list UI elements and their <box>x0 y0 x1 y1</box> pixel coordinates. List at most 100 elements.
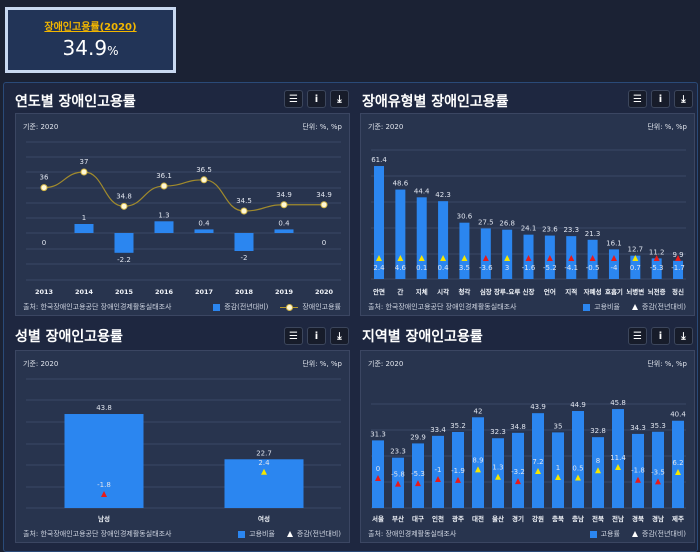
info-button[interactable]: i <box>307 90 326 108</box>
chart-svg: 43.8 남성 -1.8 22.7 여성 2.4 <box>26 378 341 523</box>
change-marker[interactable] <box>375 475 381 481</box>
bar[interactable] <box>502 229 513 279</box>
rate-point[interactable] <box>80 168 88 176</box>
bar[interactable] <box>372 440 384 508</box>
x-tick-label: 부산 <box>392 514 404 523</box>
panel-toolbar: ☰ i ⤓ <box>628 90 693 108</box>
bar[interactable] <box>412 443 424 508</box>
change-marker[interactable] <box>376 255 382 261</box>
info-button[interactable]: i <box>651 327 670 345</box>
list-view-button[interactable]: ☰ <box>628 327 647 345</box>
change-marker[interactable] <box>615 463 621 470</box>
rate-point[interactable] <box>120 202 128 210</box>
bar[interactable] <box>608 249 619 279</box>
download-button[interactable]: ⤓ <box>330 327 349 345</box>
change-value-label: 2.4 <box>258 459 270 467</box>
change-marker[interactable] <box>525 255 532 261</box>
bar-value-label: 61.4 <box>371 156 387 164</box>
change-marker[interactable] <box>395 480 401 487</box>
bar[interactable] <box>532 413 544 508</box>
change-marker[interactable] <box>610 255 617 261</box>
download-button[interactable]: ⤓ <box>674 327 693 345</box>
change-marker[interactable] <box>675 468 681 475</box>
bar-value-label: 33.4 <box>430 426 446 434</box>
bar[interactable] <box>395 189 406 279</box>
bar[interactable] <box>274 229 294 233</box>
list-view-button[interactable]: ☰ <box>628 90 647 108</box>
change-marker[interactable] <box>261 468 267 475</box>
bar[interactable] <box>114 233 134 253</box>
bar[interactable] <box>492 438 504 508</box>
bar[interactable] <box>74 224 94 233</box>
bar[interactable] <box>459 222 470 279</box>
change-marker[interactable] <box>397 255 404 261</box>
list-view-button[interactable]: ☰ <box>284 327 303 345</box>
bar[interactable] <box>452 431 464 508</box>
bar[interactable] <box>194 229 214 233</box>
change-marker[interactable] <box>455 476 461 483</box>
rate-point[interactable] <box>200 176 208 184</box>
bar[interactable] <box>512 432 524 508</box>
rate-point[interactable] <box>280 201 288 209</box>
bar[interactable] <box>374 166 384 279</box>
change-marker[interactable] <box>504 255 511 261</box>
bar[interactable] <box>154 221 174 233</box>
rate-point[interactable] <box>320 201 328 209</box>
change-value-label: -1.9 <box>451 467 465 475</box>
change-value-label: 8.9 <box>472 456 483 464</box>
change-marker[interactable] <box>415 480 421 487</box>
change-marker[interactable] <box>655 478 661 485</box>
chart-legend: 증감(전년대비) 장애인고용률 <box>213 302 341 312</box>
rate-point[interactable] <box>240 207 248 215</box>
change-marker[interactable] <box>461 255 468 261</box>
bar[interactable] <box>224 459 304 508</box>
bar[interactable] <box>480 228 491 279</box>
change-marker[interactable] <box>495 473 501 480</box>
bar[interactable] <box>438 201 449 279</box>
change-marker[interactable] <box>435 475 441 482</box>
change-marker[interactable] <box>101 491 107 498</box>
bar[interactable] <box>432 435 444 508</box>
change-marker[interactable] <box>653 255 660 261</box>
bar[interactable] <box>672 420 684 508</box>
bar[interactable] <box>630 255 641 279</box>
change-marker[interactable] <box>418 255 425 261</box>
bar[interactable] <box>416 197 427 279</box>
change-marker[interactable] <box>555 474 561 481</box>
kpi-label[interactable]: 장애인고용률(2020) <box>44 22 137 33</box>
bar-value-label: 35.2 <box>450 422 466 430</box>
info-button[interactable]: i <box>651 90 670 108</box>
x-tick-label: 2020 <box>315 288 334 296</box>
bar[interactable] <box>234 233 254 251</box>
change-marker[interactable] <box>515 478 521 485</box>
bar[interactable] <box>673 260 684 279</box>
list-view-button[interactable]: ☰ <box>284 90 303 108</box>
rate-point[interactable] <box>160 182 168 190</box>
change-marker[interactable] <box>546 255 553 261</box>
download-button[interactable]: ⤓ <box>330 90 349 108</box>
change-marker[interactable] <box>482 255 489 261</box>
bar[interactable] <box>572 411 584 508</box>
legend-bar-swatch <box>238 530 246 538</box>
change-marker[interactable] <box>535 468 541 475</box>
change-marker[interactable] <box>632 255 639 261</box>
change-marker[interactable] <box>635 476 641 483</box>
bar-value-label: 40.4 <box>670 411 686 419</box>
bar[interactable] <box>652 431 664 508</box>
bar[interactable] <box>651 258 662 279</box>
download-button[interactable]: ⤓ <box>674 90 693 108</box>
change-marker[interactable] <box>589 255 596 261</box>
bar-value-label: 0.4 <box>278 219 290 227</box>
change-marker[interactable] <box>440 255 447 261</box>
change-marker[interactable] <box>568 255 575 261</box>
change-marker[interactable] <box>575 474 581 481</box>
change-marker[interactable] <box>475 466 481 473</box>
rate-point[interactable] <box>40 184 48 192</box>
bar[interactable] <box>472 417 484 508</box>
bar[interactable] <box>612 409 624 508</box>
bar[interactable] <box>552 432 564 508</box>
bar[interactable] <box>632 433 644 508</box>
info-button[interactable]: i <box>307 327 326 345</box>
change-marker[interactable] <box>595 467 601 474</box>
change-marker[interactable] <box>675 255 682 261</box>
